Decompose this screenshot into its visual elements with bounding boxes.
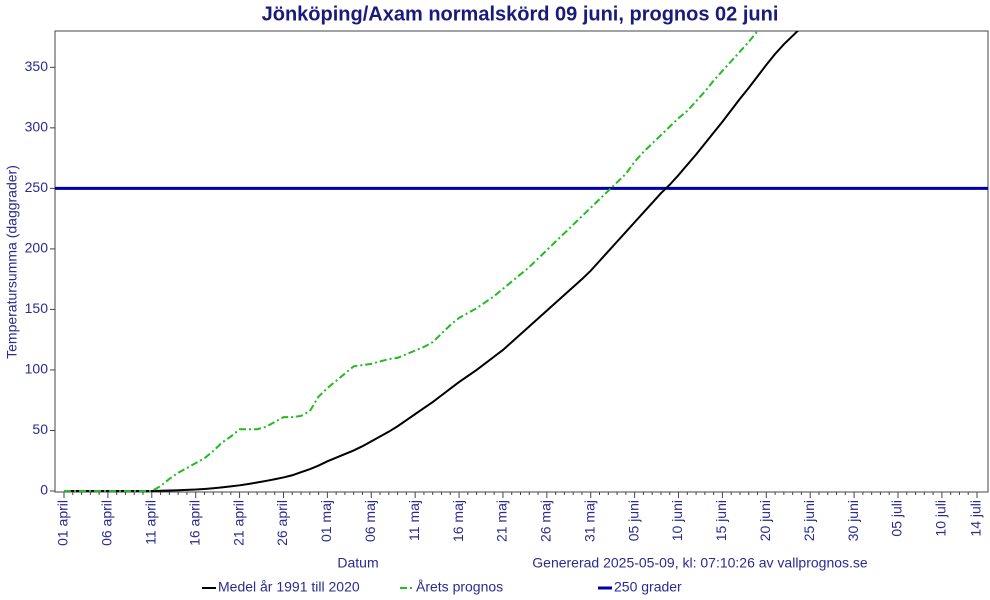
y-tick-label: 50 xyxy=(32,421,48,437)
y-tick-label: 0 xyxy=(40,482,48,498)
x-tick-label: 11 maj xyxy=(406,500,422,541)
y-tick-label: 200 xyxy=(25,240,49,256)
plot-area xyxy=(55,31,988,492)
x-tick-label: 25 juni xyxy=(801,500,817,541)
x-tick-label: 01 april xyxy=(55,500,71,546)
y-tick-label: 250 xyxy=(25,179,49,195)
x-tick-label: 26 april xyxy=(274,500,290,546)
x-tick-label: 01 maj xyxy=(318,500,334,542)
plot-frame xyxy=(54,30,989,493)
x-tick-label: 05 juni xyxy=(625,500,641,541)
x-tick-label: 15 juni xyxy=(713,500,729,541)
y-tick-label: 100 xyxy=(25,361,49,377)
x-tick-label: 21 maj xyxy=(494,500,510,542)
x-tick-label: 31 maj xyxy=(581,500,597,542)
legend: Medel år 1991 till 2020 Årets prognos 25… xyxy=(202,579,682,595)
series-line xyxy=(64,31,759,492)
x-tick-label: 16 april xyxy=(186,500,202,546)
x-tick-label: 06 maj xyxy=(362,500,378,542)
x-tick-label: 05 juli xyxy=(889,500,905,537)
x-tick-label: 10 juli xyxy=(933,500,949,537)
x-tick-label: 21 april xyxy=(230,500,246,546)
series-line xyxy=(64,31,800,492)
y-tick-label: 300 xyxy=(25,119,49,135)
x-tick-label: 11 april xyxy=(142,500,158,545)
x-tick-label: 16 maj xyxy=(450,500,466,542)
y-axis-label: Temperatursumma (daggrader) xyxy=(4,165,20,359)
legend-label: 250 grader xyxy=(614,579,682,595)
y-tick-label: 150 xyxy=(25,300,49,316)
x-axis-label: Datum xyxy=(337,555,378,571)
chart-title: Jönköping/Axam normalskörd 09 juni, prog… xyxy=(262,3,779,25)
x-tick-label: 30 juni xyxy=(845,500,861,541)
legend-label: Årets prognos xyxy=(416,579,503,595)
x-tick-label: 10 juni xyxy=(669,500,685,541)
x-tick-label: 06 april xyxy=(99,500,115,546)
x-tick-label: 26 maj xyxy=(538,500,554,542)
annotation: Genererad 2025-05-09, kl: 07:10:26 av va… xyxy=(532,555,868,571)
legend-label: Medel år 1991 till 2020 xyxy=(218,579,360,595)
y-tick-label: 350 xyxy=(25,58,49,74)
x-tick-label: 14 juli xyxy=(968,500,984,537)
x-tick-label: 20 juni xyxy=(757,500,773,541)
